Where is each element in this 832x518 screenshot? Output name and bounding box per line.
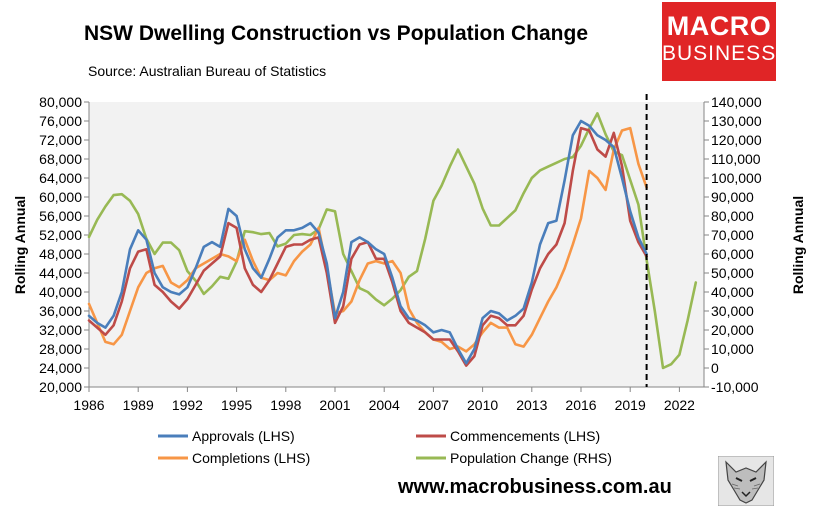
legend-label-completions: Completions (LHS) — [192, 450, 310, 466]
right-tick-label: 40,000 — [711, 284, 754, 300]
right-tick-label: 50,000 — [711, 265, 754, 281]
x-tick-label: 1992 — [172, 397, 203, 413]
left-tick-label: 60,000 — [39, 189, 82, 205]
right-tick-label: 110,000 — [711, 151, 761, 167]
left-tick-label: 52,000 — [39, 227, 82, 243]
right-tick-label: 130,000 — [711, 113, 762, 129]
left-tick-label: 76,000 — [39, 113, 82, 129]
right-tick-label: -10,000 — [711, 379, 759, 395]
right-tick-label: 60,000 — [711, 246, 754, 262]
x-tick-label: 2010 — [467, 397, 498, 413]
x-axis-ticks: 1986 1989 1992 1995 1998 2001 2004 2007 2010 2013… — [73, 387, 695, 413]
chart-source: Source: Australian Bureau of Statistics — [88, 63, 327, 79]
legend-label-population: Population Change (RHS) — [450, 450, 612, 466]
left-tick-label: 72,000 — [39, 132, 82, 148]
right-tick-label: 20,000 — [711, 322, 754, 338]
x-tick-label: 2004 — [369, 397, 400, 413]
right-axis-title: Rolling Annual — [790, 196, 806, 294]
left-tick-label: 44,000 — [39, 265, 82, 281]
logo-line-1: MACRO — [666, 11, 772, 41]
right-tick-label: 0 — [711, 360, 719, 376]
footer-url[interactable]: www.macrobusiness.com.au — [398, 476, 672, 498]
left-tick-label: 40,000 — [39, 284, 82, 300]
left-tick-label: 32,000 — [39, 322, 82, 338]
x-tick-label: 1989 — [123, 397, 154, 413]
legend-label-commencements: Commencements (LHS) — [450, 428, 600, 444]
left-tick-label: 20,000 — [39, 379, 82, 395]
left-tick-label: 68,000 — [39, 151, 82, 167]
x-tick-label: 1995 — [221, 397, 252, 413]
right-axis-ticks: -10,000 0 10,000 20,000 30,000 40,000 50,000 60… — [704, 94, 762, 395]
x-tick-label: 1998 — [270, 397, 301, 413]
macrobusiness-logo[interactable]: MACRO BUSINESS — [662, 2, 776, 81]
x-tick-label: 2016 — [565, 397, 596, 413]
right-tick-label: 90,000 — [711, 189, 754, 205]
left-tick-label: 64,000 — [39, 170, 82, 186]
right-tick-label: 80,000 — [711, 208, 754, 224]
right-tick-label: 120,000 — [711, 132, 762, 148]
left-axis-ticks: 20,000 24,000 28,000 32,000 36,000 40,000 44,0… — [39, 94, 89, 395]
logo-line-2: BUSINESS — [662, 42, 777, 65]
plot-area — [89, 102, 704, 387]
right-tick-label: 10,000 — [711, 341, 754, 357]
right-tick-label: 100,000 — [711, 170, 762, 186]
x-tick-label: 2022 — [664, 397, 695, 413]
series-line-completions — [87, 126, 648, 353]
right-tick-label: 70,000 — [711, 227, 754, 243]
axes — [88, 102, 705, 388]
left-tick-label: 80,000 — [39, 94, 82, 110]
right-tick-label: 30,000 — [711, 303, 754, 319]
left-axis-title: Rolling Annual — [12, 196, 28, 294]
left-tick-label: 56,000 — [39, 208, 82, 224]
chart-title: NSW Dwelling Construction vs Population … — [84, 22, 589, 45]
legend-label-approvals: Approvals (LHS) — [192, 428, 295, 444]
x-tick-label: 2019 — [615, 397, 646, 413]
wolf-logo-icon — [718, 456, 774, 506]
legend: Approvals (LHS) Commencements (LHS) Comple… — [158, 428, 612, 466]
x-tick-label: 1986 — [73, 397, 104, 413]
left-tick-label: 36,000 — [39, 303, 82, 319]
x-tick-label: 2001 — [319, 397, 350, 413]
series-line-approvals — [87, 119, 648, 365]
series-lines — [87, 112, 698, 370]
x-tick-label: 2013 — [516, 397, 547, 413]
left-tick-label: 28,000 — [39, 341, 82, 357]
x-tick-label: 2007 — [418, 397, 449, 413]
left-tick-label: 48,000 — [39, 246, 82, 262]
right-tick-label: 140,000 — [711, 94, 762, 110]
left-tick-label: 24,000 — [39, 360, 82, 376]
